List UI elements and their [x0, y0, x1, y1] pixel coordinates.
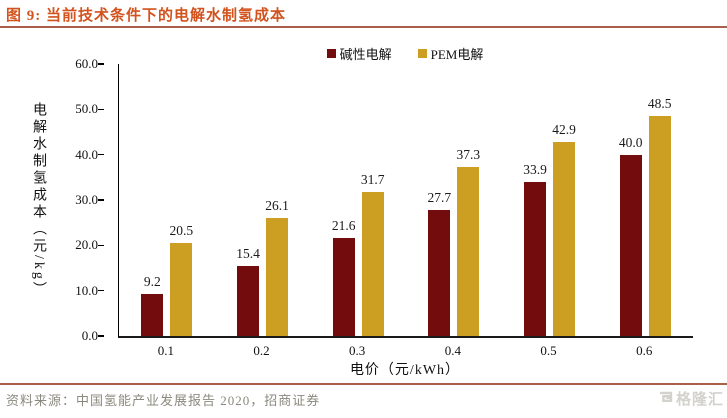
y-tick-label: 0.0	[81, 328, 98, 343]
legend-item-碱性电解: 碱性电解	[326, 44, 392, 63]
y-tick-mark	[98, 289, 104, 292]
x-axis-tick-labels: 0.1 0.2 0.3 0.4 0.5 0.6	[118, 343, 692, 359]
value-label: 33.9	[523, 162, 547, 178]
y-tick-label: 40.0	[75, 146, 98, 162]
value-label: 9.2	[143, 274, 161, 290]
bar-PEM电解-0.4: 37.3	[457, 147, 480, 336]
value-label: 15.4	[236, 246, 260, 262]
bar-group-0.4: 27.7 37.3	[406, 64, 502, 336]
gelonghui-logo: 格隆汇	[657, 388, 724, 409]
bar-PEM电解-0.5: 42.9	[552, 122, 576, 336]
bar-group-0.5: 33.9 42.9	[502, 64, 598, 336]
value-label: 21.6	[331, 218, 356, 234]
y-tick-label: 10.0	[75, 282, 98, 298]
value-label: 27.7	[427, 190, 452, 206]
x-tick-label-0.1: 0.1	[157, 343, 174, 358]
x-tick-label-0.3: 0.3	[349, 343, 366, 358]
legend-label: 碱性电解	[339, 47, 392, 62]
y-tick-label: 60.0	[75, 56, 98, 71]
bar-碱性电解-0.3: 21.6	[332, 218, 355, 336]
value-label: 48.5	[647, 96, 672, 112]
bar-碱性电解-0.2: 15.4	[236, 246, 260, 336]
bar-碱性电解-0.1: 9.2	[141, 274, 164, 336]
bar-group-0.3: 21.6 31.7	[310, 64, 406, 336]
bar-PEM电解-0.2: 26.1	[265, 198, 289, 336]
title-divider	[0, 26, 727, 28]
y-axis: 60.0 50.0 40.0 30.0 20.0 10.0 0.0	[0, 57, 112, 343]
y-axis-title: 电解水制氢成本（元/kg）	[31, 101, 46, 299]
y-tick-label: 30.0	[75, 192, 98, 207]
y-tick-mark	[98, 199, 104, 201]
bar-PEM电解-0.6: 48.5	[648, 96, 672, 336]
legend-item-PEM电解: PEM电解	[417, 44, 484, 63]
bar-碱性电解-0.6: 40.0	[619, 135, 643, 336]
y-tick-mark	[98, 153, 104, 156]
value-label: 31.7	[360, 172, 385, 188]
source-note: 资料来源：中国氢能产业发展报告 2020，招商证券	[6, 393, 321, 408]
bar-PEM电解-0.3: 31.7	[361, 172, 384, 336]
x-tick-label-0.2: 0.2	[253, 343, 270, 358]
figure-title: 图 9: 当前技术条件下的电解水制氢成本	[6, 8, 286, 24]
y-tick-label: 20.0	[75, 237, 98, 253]
value-label: 42.9	[552, 121, 576, 137]
bar-group-0.2: 15.4 26.1	[215, 64, 311, 336]
value-label: 20.5	[169, 223, 194, 239]
bar-碱性电解-0.5: 33.9	[523, 162, 547, 336]
legend-swatch-icon	[326, 49, 336, 58]
y-tick-mark	[98, 63, 104, 65]
footer-divider	[0, 383, 727, 385]
gelonghui-logo-text: 格隆汇	[675, 392, 724, 408]
legend-swatch-icon	[417, 49, 427, 58]
y-tick-mark	[98, 335, 104, 337]
bar-groups: 9.2 20.5 15.4 26.1 21.6 31.7 27.7 37.3 33.9 42.9 4…	[119, 64, 693, 336]
x-axis-title: 电价（元/kWh）	[349, 363, 461, 378]
chart-legend: 碱性电解 PEM电解	[118, 44, 692, 63]
value-label: 26.1	[265, 197, 289, 213]
bar-碱性电解-0.4: 27.7	[428, 190, 451, 336]
bar-group-0.6: 40.0 48.5	[597, 64, 693, 336]
x-tick-label-0.5: 0.5	[540, 343, 557, 358]
y-tick-label: 50.0	[75, 101, 98, 117]
x-tick-label-0.6: 0.6	[636, 343, 653, 358]
value-label: 37.3	[456, 146, 481, 162]
y-tick-mark	[98, 244, 104, 247]
bar-PEM电解-0.1: 20.5	[170, 223, 193, 336]
x-tick-label-0.4: 0.4	[444, 343, 461, 358]
y-tick-mark	[98, 108, 104, 111]
value-label: 40.0	[618, 134, 643, 150]
plot-area: 9.2 20.5 15.4 26.1 21.6 31.7 27.7 37.3 33.9 42.9 4…	[118, 64, 693, 338]
bar-group-0.1: 9.2 20.5	[119, 64, 215, 336]
legend-label: PEM电解	[430, 47, 484, 62]
gelonghui-logo-icon	[657, 390, 674, 407]
